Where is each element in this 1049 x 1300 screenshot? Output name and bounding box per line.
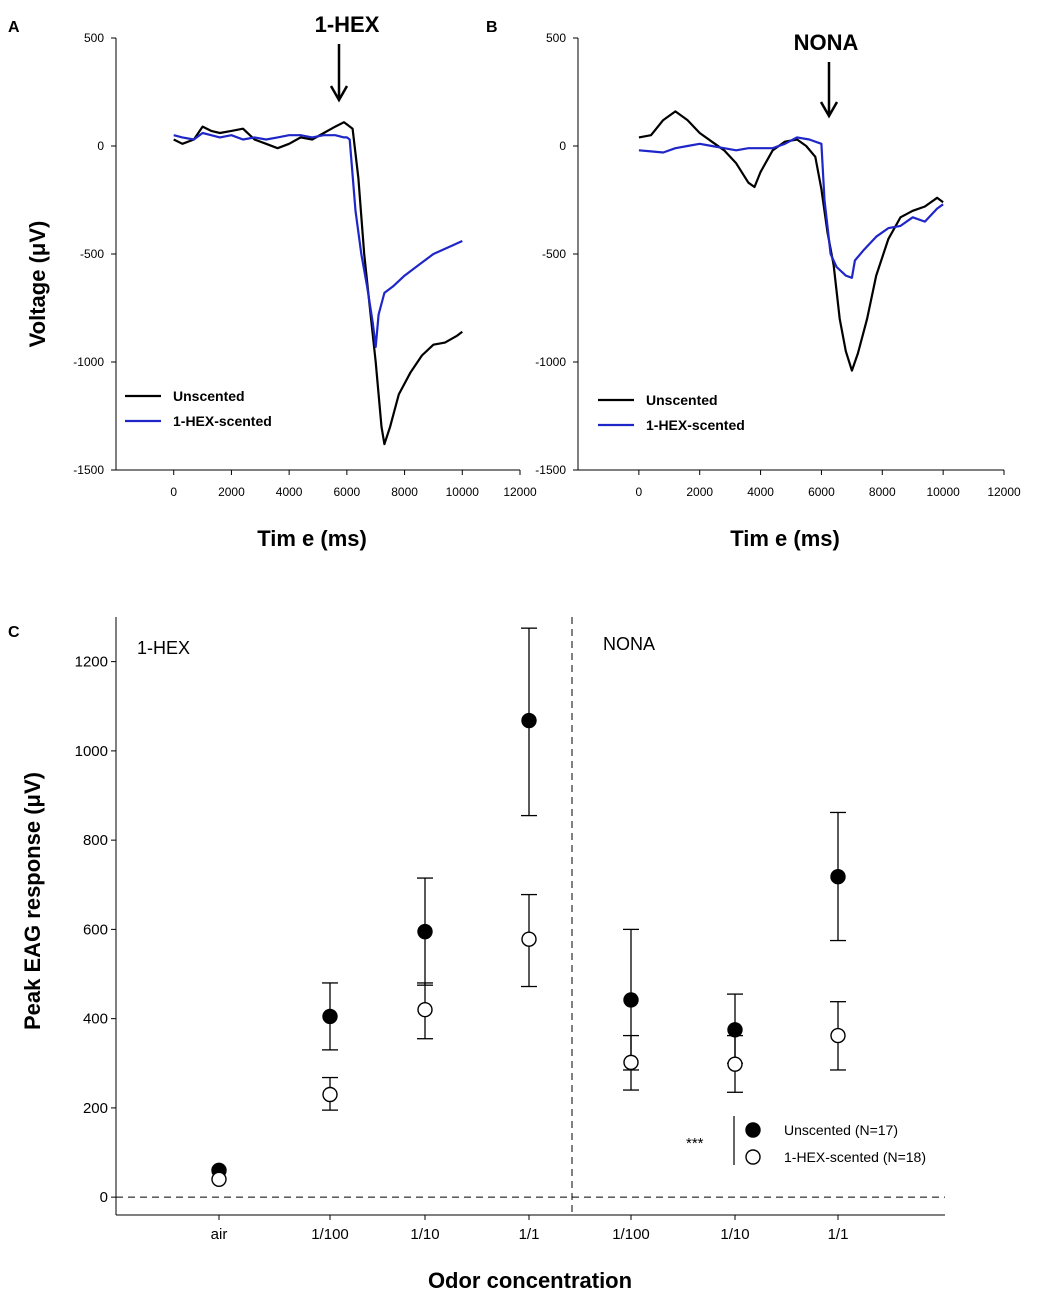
y-tick-label: 400 [83,1011,108,1028]
x-tick-label: 1/10 [720,1226,749,1243]
point-scented [727,1056,743,1072]
x-tick-label: 1/100 [311,1226,349,1243]
y-axis-label: Voltage (μV) [25,221,50,348]
panel-letter: B [486,19,498,36]
x-tick-label: 1/100 [612,1226,650,1243]
y-tick-label: -1000 [73,355,104,369]
point-scented [322,1086,338,1103]
x-tick-label: air [211,1226,228,1243]
legend-label: 1-HEX-scented [646,417,745,433]
point-unscented [830,869,846,885]
panel-c: C 0 200 400 600 800 1000 1200 air 1/100 1/10 1/1 1/1… [8,617,945,1293]
y-tick-label: -500 [542,247,566,261]
y-tick-label: -1500 [73,463,104,477]
x-axis-label: Tim e (ms) [257,526,367,551]
x-axis-label: Odor concentration [428,1268,632,1293]
point-unscented [727,1022,743,1038]
series-line-unscented [638,110,944,372]
x-tick-label: 1/10 [410,1226,439,1243]
x-tick-label: 10000 [446,485,480,499]
x-tick-label: 8000 [869,485,896,499]
x-tick-label: 4000 [276,485,303,499]
panel-letter: A [8,19,20,36]
x-tick-label: 1/1 [828,1226,849,1243]
odor-title: 1-HEX [315,12,380,37]
point-scented [211,1171,227,1187]
x-tick-label: 12000 [987,485,1021,499]
point-unscented [417,923,433,940]
x-tick-label: 6000 [334,485,361,499]
x-tick-label: 8000 [391,485,418,499]
point-scented [521,931,537,947]
y-tick-label: 0 [97,139,104,153]
point-unscented [623,992,639,1008]
x-tick-label: 0 [636,485,643,499]
legend-label: 1-HEX-scented [173,413,272,429]
panel-a: A 500 0 -500 -1000 -1500 0 2000 4000 6000 8000 1000… [8,12,537,551]
y-tick-label: 500 [546,31,566,45]
y-tick-label: 1200 [75,654,108,671]
group-label-1hex: 1-HEX [137,638,190,658]
x-tick-label: 2000 [218,485,245,499]
x-tick-label: 4000 [747,485,774,499]
legend-marker-scented [745,1149,761,1165]
x-tick-label: 12000 [503,485,537,499]
series-line-scented [173,131,463,348]
odor-title: NONA [794,30,859,55]
point-scented [623,1054,639,1071]
x-tick-label: 6000 [808,485,835,499]
panel-letter: C [8,624,20,641]
panel-b: B 500 0 -500 -1000 -1500 0 2000 4000 6000 8000 1000… [486,19,1021,551]
stimulus-arrow-head [329,85,349,103]
x-axis-label: Tim e (ms) [730,526,840,551]
y-tick-label: 200 [83,1100,108,1117]
point-scented [417,1002,433,1018]
y-tick-label: -500 [80,247,104,261]
y-tick-label: -1500 [535,463,566,477]
point-scented [830,1027,846,1044]
legend-label: Unscented (N=17) [784,1122,898,1138]
x-tick-label: 2000 [686,485,713,499]
y-tick-label: 600 [83,921,108,938]
significance-marker: *** [686,1135,704,1152]
y-tick-label: -1000 [535,355,566,369]
y-tick-label: 500 [84,31,104,45]
series-line-scented [638,136,944,279]
x-tick-label: 1/1 [519,1226,540,1243]
stimulus-arrow-head [819,101,839,119]
y-axis-label: Peak EAG response (μV) [20,772,45,1030]
y-tick-label: 0 [559,139,566,153]
series-line-unscented [173,121,463,446]
legend-marker-unscented [745,1122,761,1138]
point-unscented [322,1008,338,1025]
group-label-nona: NONA [603,634,655,654]
point-unscented [521,712,537,729]
y-tick-label: 0 [100,1189,108,1206]
legend-label: 1-HEX-scented (N=18) [784,1149,926,1165]
x-tick-label: 0 [170,485,177,499]
x-tick-label: 10000 [926,485,960,499]
legend-label: Unscented [173,388,245,404]
y-tick-label: 800 [83,832,108,849]
legend-label: Unscented [646,392,718,408]
y-tick-label: 1000 [75,743,108,760]
